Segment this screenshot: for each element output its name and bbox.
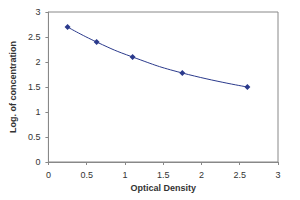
- svg-text:2.5: 2.5: [233, 170, 246, 180]
- svg-text:1.5: 1.5: [28, 82, 41, 92]
- svg-text:0: 0: [35, 157, 40, 167]
- svg-text:3: 3: [275, 170, 280, 180]
- svg-text:Optical Density: Optical Density: [130, 183, 196, 193]
- svg-text:0.5: 0.5: [80, 170, 93, 180]
- svg-text:0: 0: [46, 170, 51, 180]
- svg-text:2.5: 2.5: [28, 32, 41, 42]
- svg-text:2: 2: [199, 170, 204, 180]
- svg-text:1: 1: [35, 107, 40, 117]
- svg-text:Log. of concentration: Log. of concentration: [8, 41, 18, 133]
- svg-text:3: 3: [35, 7, 40, 17]
- svg-text:1: 1: [122, 170, 127, 180]
- svg-text:0.5: 0.5: [28, 132, 41, 142]
- svg-text:1.5: 1.5: [157, 170, 170, 180]
- svg-text:2: 2: [35, 57, 40, 67]
